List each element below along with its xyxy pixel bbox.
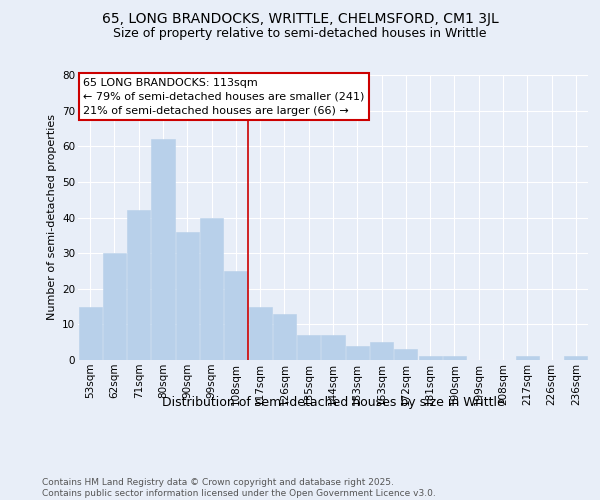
Bar <box>248 306 272 360</box>
Bar <box>297 335 320 360</box>
Y-axis label: Number of semi-detached properties: Number of semi-detached properties <box>47 114 56 320</box>
Bar <box>565 356 587 360</box>
Bar <box>151 139 175 360</box>
Bar <box>273 314 296 360</box>
Bar <box>394 350 418 360</box>
Bar <box>79 306 101 360</box>
Text: 65 LONG BRANDOCKS: 113sqm
← 79% of semi-detached houses are smaller (241)
21% of: 65 LONG BRANDOCKS: 113sqm ← 79% of semi-… <box>83 78 364 116</box>
Bar <box>200 218 223 360</box>
Bar <box>224 271 247 360</box>
Bar <box>176 232 199 360</box>
Text: Size of property relative to semi-detached houses in Writtle: Size of property relative to semi-detach… <box>113 28 487 40</box>
Bar <box>516 356 539 360</box>
Bar <box>419 356 442 360</box>
Bar <box>127 210 150 360</box>
Text: Contains HM Land Registry data © Crown copyright and database right 2025.
Contai: Contains HM Land Registry data © Crown c… <box>42 478 436 498</box>
Text: 65, LONG BRANDOCKS, WRITTLE, CHELMSFORD, CM1 3JL: 65, LONG BRANDOCKS, WRITTLE, CHELMSFORD,… <box>101 12 499 26</box>
Text: Distribution of semi-detached houses by size in Writtle: Distribution of semi-detached houses by … <box>161 396 505 409</box>
Bar <box>322 335 344 360</box>
Bar <box>443 356 466 360</box>
Bar <box>370 342 393 360</box>
Bar <box>103 253 126 360</box>
Bar <box>346 346 369 360</box>
